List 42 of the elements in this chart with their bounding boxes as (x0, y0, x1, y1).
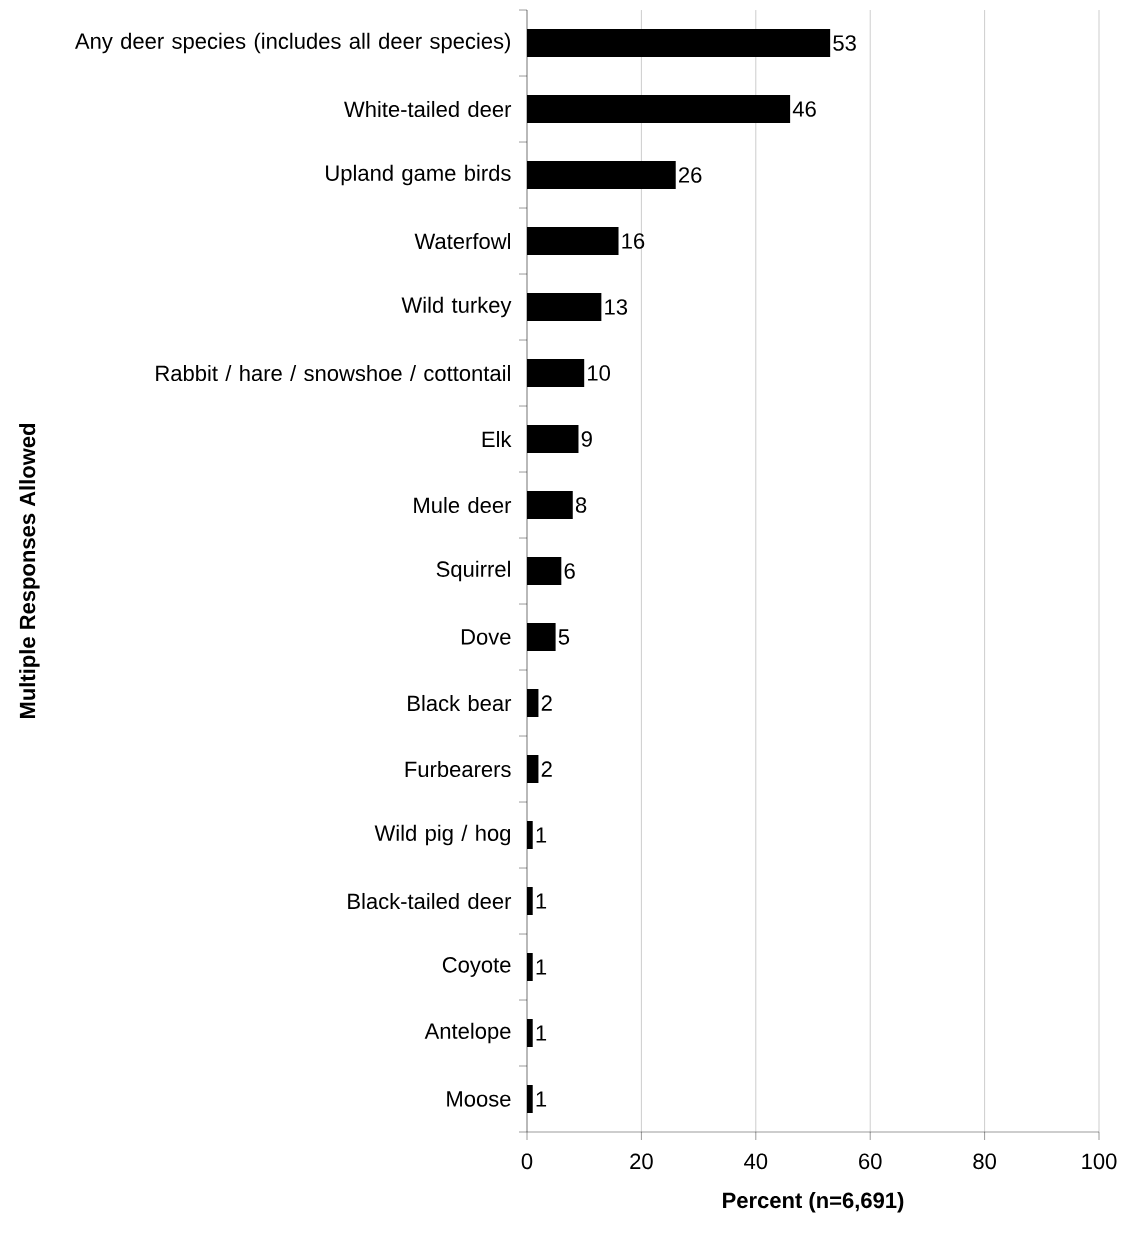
y-tick-label: White-tailed deer (344, 100, 512, 118)
data-label: 53 (833, 35, 856, 51)
y-tick-label: Mule deer (414, 496, 512, 514)
data-label: 10 (588, 365, 611, 381)
data-label: 46 (792, 101, 816, 117)
y-tick-label: Squirrel (436, 560, 510, 582)
y-tick-label: Coyote (442, 957, 511, 977)
data-label: 26 (679, 167, 702, 183)
y-tick-label: Wild turkey (401, 296, 512, 318)
data-label: 16 (622, 233, 645, 249)
data-label: 1 (536, 827, 547, 843)
x-tick-label: 60 (859, 1153, 882, 1170)
data-label: 1 (536, 1025, 547, 1041)
y-tick-label: Waterfowl (414, 232, 510, 250)
data-label: 2 (541, 695, 552, 711)
x-tick-label: 100 (1082, 1153, 1117, 1170)
y-tick-label: Dove (461, 629, 511, 645)
y-tick-label: Rabbit / hare / snowshoe / cottontail (156, 364, 510, 382)
x-tick-label: 80 (973, 1153, 996, 1170)
data-label: 5 (558, 629, 570, 645)
x-axis-title: Percent (n=6,691) (723, 1191, 904, 1213)
y-tick-label: Elk (482, 431, 512, 447)
data-label: 2 (541, 761, 552, 777)
y-tick-label: Upland game birds (326, 164, 511, 186)
data-label: 8 (575, 497, 587, 513)
y-tick-label: Antelope (424, 1022, 511, 1044)
y-tick-label: Black bear (408, 694, 512, 712)
y-tick-label: Any deer species (includes all deer species) (74, 32, 511, 54)
y-tick-label: Furbearers (405, 760, 511, 778)
data-label: 9 (581, 431, 592, 447)
x-tick-label: 20 (630, 1153, 653, 1170)
y-axis-title: Multiple Responses Allowed (19, 423, 40, 719)
data-label: 1 (536, 959, 547, 975)
data-label: 13 (605, 299, 628, 315)
y-tick-label: Moose (447, 1091, 511, 1107)
x-tick-label: 0 (521, 1153, 533, 1170)
y-tick-label: Black-tailed deer (348, 892, 512, 910)
data-label: 1 (536, 893, 547, 909)
data-label: 6 (564, 563, 575, 579)
y-tick-label: Wild pig / hog (374, 824, 510, 846)
data-label: 1 (536, 1091, 547, 1107)
x-tick-label: 40 (744, 1153, 768, 1170)
